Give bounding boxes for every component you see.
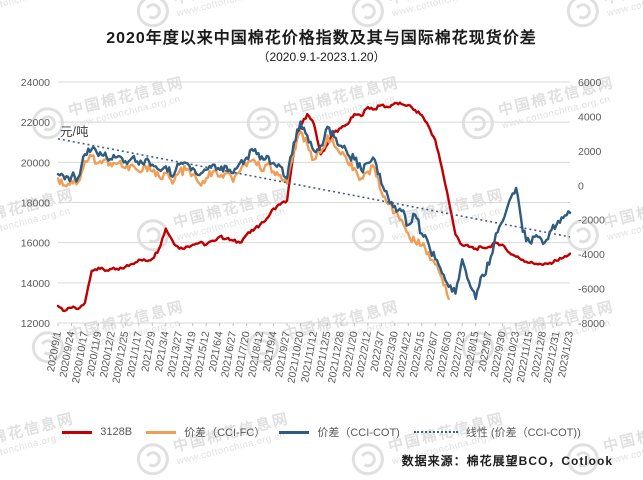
right-axis-tick-label: -2000 [578, 215, 605, 227]
legend-swatch-line-icon [62, 430, 93, 434]
right-axis-tick-label: 2000 [578, 146, 602, 158]
left-axis-unit-label: 元/吨 [60, 125, 89, 139]
data-source-note: 数据来源：棉花展望BCO，Cotlook [401, 454, 613, 468]
legend-swatch-line-icon [146, 430, 177, 434]
left-axis-tick-label: 12000 [21, 318, 50, 330]
legend-label: 价差（CCI-FC） [184, 427, 266, 439]
right-axis-tick-label: -8000 [578, 318, 605, 330]
right-axis-tick-label: -4000 [578, 249, 605, 261]
legend-label: 3128B [100, 426, 133, 438]
left-axis-tick-label: 24000 [21, 77, 50, 89]
legend-item-2: 价差（CCI-COT) [279, 424, 400, 440]
legend-item-1: 价差（CCI-FC） [146, 424, 265, 440]
chart-subtitle: （2020.9.1-2023.1.20） [257, 50, 386, 64]
legend-label: 线性 (价差（CCI-COT)) [465, 427, 581, 439]
left-axis-tick-label: 16000 [21, 238, 50, 250]
right-axis-tick-label: 6000 [578, 77, 602, 89]
left-axis-tick-label: 22000 [21, 117, 50, 129]
trend-line-cci-cot [57, 138, 571, 238]
legend-swatch-line-icon [279, 430, 310, 434]
legend-swatch-dotted-line-icon [413, 431, 458, 433]
left-axis-tick-label: 14000 [21, 278, 50, 290]
watermark-logo-icon [133, 439, 173, 479]
series-line-1 [56, 130, 450, 301]
price-spread-line-chart: 2400022000200001800016000140001200060004… [21, 77, 605, 384]
legend-item-0: 3128B [62, 426, 132, 438]
right-axis-tick-label: 4000 [578, 111, 602, 123]
left-axis-tick-label: 18000 [21, 198, 50, 210]
chart-title: 2020年度以来中国棉花价格指数及其与国际棉花现货价差 [106, 30, 537, 47]
legend-label: 价差（CCI-COT) [317, 427, 400, 439]
chart-legend: 3128B 价差（CCI-FC） 价差（CCI-COT) 线性 (价差（CCI-COT… [0, 424, 643, 440]
right-axis-tick-label: -6000 [578, 284, 605, 296]
series-line-0 [56, 101, 572, 313]
right-axis-tick-label: 0 [578, 180, 584, 192]
legend-item-3: 线性 (价差（CCI-COT)) [413, 424, 581, 440]
left-axis-tick-label: 20000 [21, 157, 50, 169]
series-line-2 [56, 120, 572, 301]
watermark-logo-icon [348, 439, 388, 479]
